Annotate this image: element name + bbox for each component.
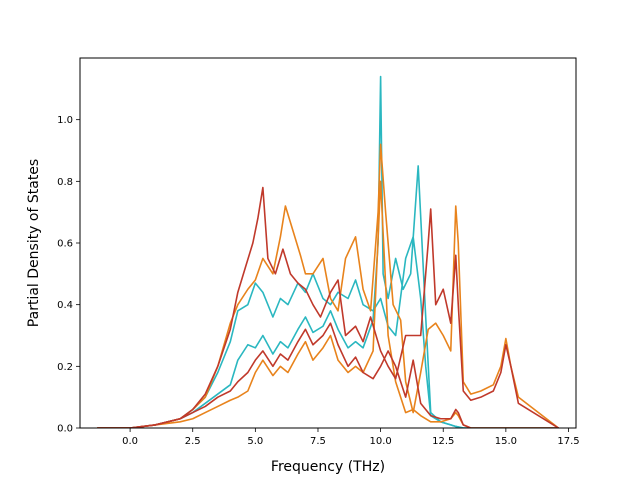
x-tick-label: 10.0 xyxy=(369,436,391,447)
x-axis-ticks: 0.0 2.5 5.0 7.5 10.0 12.5 15.0 17.5 xyxy=(122,428,580,447)
x-tick-label: 12.5 xyxy=(432,436,454,447)
series-line-1 xyxy=(96,75,560,428)
y-axis-label: Partial Density of States xyxy=(26,159,42,327)
x-tick-label: 0.0 xyxy=(122,436,138,447)
series-line-5 xyxy=(96,186,560,428)
x-tick-label: 2.5 xyxy=(185,436,201,447)
x-axis-label: Frequency (THz) xyxy=(271,459,385,475)
x-tick-label: 17.5 xyxy=(557,436,579,447)
plot-frame xyxy=(79,57,577,429)
y-tick-label: 0.2 xyxy=(57,362,73,373)
series-line-6 xyxy=(96,322,560,428)
plot-background xyxy=(80,58,576,428)
series-line-2 xyxy=(96,236,560,428)
y-tick-label: 0.4 xyxy=(57,300,73,311)
x-tick-label: 7.5 xyxy=(310,436,326,447)
x-tick-label: 5.0 xyxy=(247,436,263,447)
y-tick-label: 0.0 xyxy=(57,424,73,435)
y-tick-label: 0.6 xyxy=(57,239,73,250)
x-tick-label: 15.0 xyxy=(495,436,517,447)
y-tick-label: 0.8 xyxy=(57,177,73,188)
y-axis-ticks: 0.0 0.2 0.4 0.6 0.8 1.0 xyxy=(57,115,80,435)
series-layer xyxy=(96,75,560,428)
y-tick-label: 1.0 xyxy=(57,115,73,126)
